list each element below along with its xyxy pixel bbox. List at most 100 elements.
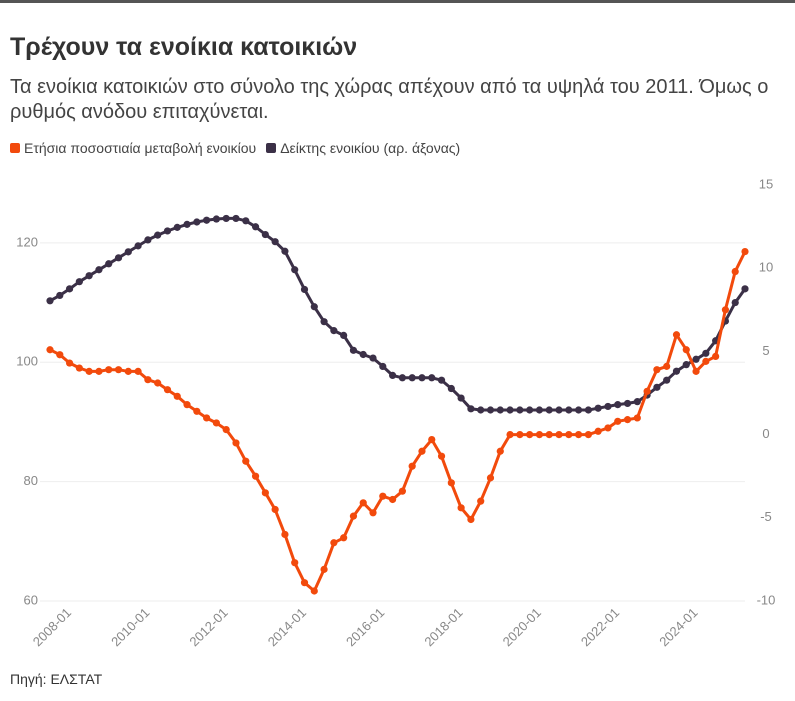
y2-tick-label: -5 <box>760 509 772 524</box>
point <box>653 383 661 391</box>
point <box>692 355 700 363</box>
point <box>300 579 309 587</box>
point <box>731 267 739 276</box>
point <box>105 260 113 268</box>
point <box>349 346 358 354</box>
point <box>526 431 534 439</box>
point <box>574 431 583 439</box>
point <box>672 367 681 375</box>
point <box>144 236 152 244</box>
point <box>428 435 436 444</box>
y2-tick-label: 5 <box>762 343 769 358</box>
point <box>105 366 113 374</box>
point <box>418 374 426 382</box>
x-tick-label: 2016-01 <box>343 605 387 649</box>
point <box>555 406 563 414</box>
x-tick-label: 2012-01 <box>186 605 230 649</box>
y2-tick-label: 0 <box>762 426 769 441</box>
point <box>721 306 730 314</box>
legend-label: Δείκτης ενοικίου (αρ. άξονας) <box>280 140 461 156</box>
point <box>251 472 260 480</box>
point <box>124 367 132 375</box>
point <box>261 489 269 497</box>
point <box>56 291 64 300</box>
point <box>359 499 367 507</box>
point <box>85 367 93 375</box>
point <box>574 406 583 414</box>
point <box>437 376 446 384</box>
point <box>114 254 123 262</box>
point <box>193 407 201 415</box>
point <box>291 559 299 567</box>
point <box>457 504 465 512</box>
point <box>389 495 397 504</box>
point <box>85 272 93 280</box>
point <box>408 374 416 382</box>
point <box>300 285 309 294</box>
point <box>251 223 260 231</box>
point <box>506 431 514 439</box>
point <box>623 399 632 408</box>
x-tick-label: 2010-01 <box>108 605 152 649</box>
point <box>467 405 475 413</box>
point <box>682 346 690 354</box>
point <box>114 366 123 374</box>
point <box>379 492 387 500</box>
point <box>281 530 289 539</box>
point <box>477 406 485 414</box>
point <box>65 359 74 367</box>
point <box>134 242 142 250</box>
point <box>594 404 602 412</box>
point <box>428 374 436 382</box>
point <box>682 361 690 369</box>
point <box>320 565 328 573</box>
point <box>163 227 172 235</box>
point <box>212 215 221 223</box>
point <box>633 398 641 406</box>
point <box>75 364 83 372</box>
point <box>134 367 142 375</box>
point <box>349 512 358 520</box>
point <box>643 387 651 395</box>
point <box>467 515 475 524</box>
point <box>418 447 426 455</box>
point <box>437 452 446 460</box>
chart-subtitle: Τα ενοίκια κατοικιών στο σύνολο της χώρα… <box>10 76 769 123</box>
point <box>614 417 622 425</box>
point <box>692 367 700 375</box>
point <box>496 447 504 455</box>
point <box>741 285 749 293</box>
point <box>261 230 269 239</box>
point <box>535 431 544 439</box>
legend-swatch <box>10 143 20 153</box>
legend-item: Ετήσια ποσοστιαία μεταβολή ενοικίου <box>10 140 256 156</box>
point <box>46 346 54 354</box>
point <box>604 402 612 411</box>
y-tick-label: 100 <box>16 354 38 369</box>
point <box>95 266 103 274</box>
point <box>212 419 221 427</box>
point <box>702 349 710 357</box>
point <box>545 431 553 439</box>
point <box>633 414 641 422</box>
point <box>663 376 671 384</box>
point <box>340 534 348 542</box>
x-tick-label: 2018-01 <box>421 605 465 649</box>
point <box>496 406 504 414</box>
point <box>271 505 279 514</box>
point <box>653 366 661 374</box>
point <box>359 350 367 359</box>
chart-title: Τρέχουν τα ενοίκια κατοικιών <box>10 33 358 61</box>
point <box>222 426 230 434</box>
point <box>75 278 83 286</box>
point <box>447 384 455 393</box>
point <box>124 248 132 256</box>
x-tick-label: 2008-01 <box>30 605 74 649</box>
point <box>232 214 240 223</box>
point <box>369 509 377 517</box>
y2-tick-label: 15 <box>759 176 773 191</box>
point <box>330 539 338 547</box>
point <box>154 231 162 239</box>
source: Πηγή: ΕΛΣΤΑΤ <box>10 671 103 687</box>
